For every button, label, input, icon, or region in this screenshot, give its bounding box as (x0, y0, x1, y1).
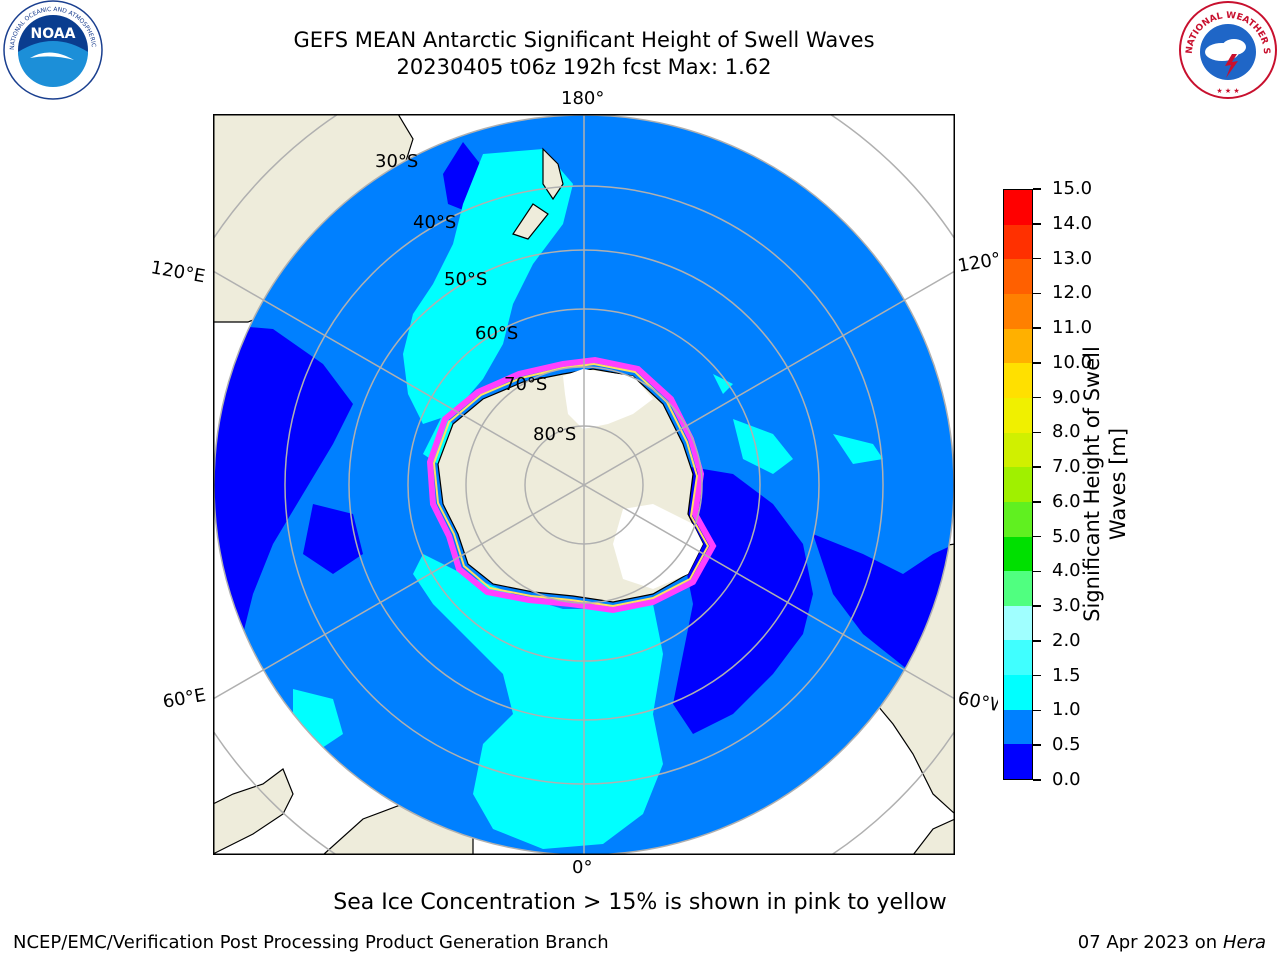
colorbar-tick-label: 0.0 (1052, 769, 1081, 790)
sea-ice-note: Sea Ice Concentration > 15% is shown in … (333, 890, 947, 915)
colorbar-tick-mark (1033, 223, 1041, 225)
svg-text:★ ★ ★: ★ ★ ★ (1216, 87, 1239, 95)
lat-label-50s: 50°S (444, 269, 488, 290)
colorbar-tick-mark (1033, 674, 1041, 677)
lon-label-180: 180° (561, 88, 605, 109)
colorbar-tick-mark (1033, 362, 1041, 364)
colorbar-tick-label: 1.5 (1052, 664, 1081, 686)
colorbar-tick-label: 1.0 (1052, 699, 1081, 721)
lat-label-80s: 80°S (533, 424, 577, 445)
lat-label-40s: 40°S (413, 212, 457, 233)
colorbar-tick-label: 5.0 (1052, 525, 1081, 547)
colorbar-segment (1004, 501, 1032, 537)
lon-label-120e: 120°E (149, 257, 207, 288)
colorbar-tick-label: 9.0 (1052, 386, 1081, 408)
colorbar-tick-mark (1033, 466, 1041, 468)
date-text: 07 Apr 2023 on (1077, 932, 1223, 953)
colorbar-segment (1004, 224, 1032, 260)
colorbar-segment (1004, 190, 1032, 225)
colorbar (1003, 189, 1033, 780)
colorbar-tick-mark (1033, 744, 1041, 746)
colorbar-segment (1004, 744, 1032, 779)
colorbar-tick-mark (1033, 570, 1041, 573)
graticule (213, 114, 955, 855)
chart-title: GEFS MEAN Antarctic Significant Height o… (293, 28, 875, 52)
colorbar-segment (1004, 709, 1032, 745)
colorbar-tick-label: 15.0 (1052, 178, 1093, 199)
lat-label-60s: 60°S (475, 323, 519, 344)
colorbar-tick-mark (1033, 396, 1041, 399)
lon-label-60w: 60°W (956, 688, 998, 718)
colorbar-tick-mark (1033, 501, 1041, 503)
host-name: Hera (1222, 932, 1266, 953)
swell-low-regions (214, 142, 954, 734)
lon-label-120w-wrap: 120°W (956, 250, 998, 284)
ross-ice-shelf (563, 369, 653, 429)
noaa-logo: NATIONAL OCEANIC AND ATMOSPHERIC ADMINIS… (0, 0, 106, 100)
lon-label-60w-wrap: 60°W (956, 684, 998, 718)
colorbar-tick-label: 0.5 (1052, 734, 1081, 756)
colorbar-segment (1004, 675, 1032, 710)
colorbar-tick-label: 12.0 (1052, 282, 1093, 304)
colorbar-segment (1004, 328, 1032, 364)
colorbar-tick-mark (1033, 257, 1041, 260)
colorbar-label: Significant Height of Swell Waves [m] (1080, 346, 1130, 622)
lon-label-120w: 120°W (956, 250, 998, 277)
colorbar-tick-label: 6.0 (1052, 490, 1081, 512)
lat-label-70s: 70°S (504, 374, 548, 395)
colorbar-segment (1004, 294, 1032, 329)
colorbar-tick-mark (1033, 327, 1041, 329)
colorbar-tick-label: 8.0 (1052, 421, 1081, 443)
colorbar-segment (1004, 640, 1032, 676)
colorbar-tick-label: 3.0 (1052, 595, 1081, 617)
date-stamp: 07 Apr 2023 on Hera (1078, 932, 1266, 953)
polar-map (213, 114, 955, 859)
colorbar-tick-label: 10.0 (1052, 351, 1093, 373)
noaa-logo-text: NOAA (31, 26, 76, 42)
lon-label-0: 0° (572, 857, 593, 878)
nws-logo: NATIONAL WEATHER SERVICE ★ ★ ★ (1173, 0, 1280, 100)
colorbar-tick-mark (1033, 535, 1041, 538)
colorbar-segment (1004, 432, 1032, 468)
colorbar-tick-label: 4.0 (1052, 560, 1081, 582)
colorbar-tick-mark (1033, 709, 1041, 712)
colorbar-segment (1004, 259, 1032, 295)
colorbar-tick-label: 7.0 (1052, 456, 1081, 478)
colorbar-tick-mark (1033, 292, 1041, 295)
colorbar-segment (1004, 536, 1032, 572)
colorbar-tick-label: 2.0 (1052, 629, 1081, 651)
colorbar-tick-mark (1033, 779, 1041, 781)
colorbar-tick-mark (1033, 640, 1041, 642)
colorbar-tick-mark (1033, 431, 1041, 434)
colorbar-tick-mark (1033, 605, 1041, 607)
credit-text: NCEP/EMC/Verification Post Processing Pr… (13, 932, 609, 953)
colorbar-tick-mark (1033, 188, 1041, 190)
lat-label-30s: 30°S (375, 151, 419, 172)
colorbar-tick-label: 13.0 (1052, 247, 1093, 269)
weddell-ice-shelf (613, 504, 703, 589)
colorbar-tick-label: 14.0 (1052, 212, 1093, 234)
colorbar-segment (1004, 605, 1032, 641)
lon-label-60e: 60°E (161, 684, 208, 713)
colorbar-segment (1004, 363, 1032, 398)
chart-subtitle: 20230405 t06z 192h fcst Max: 1.62 (396, 55, 772, 79)
colorbar-segment (1004, 571, 1032, 606)
colorbar-tick-label: 11.0 (1052, 317, 1093, 339)
colorbar-segment (1004, 397, 1032, 433)
colorbar-segment (1004, 467, 1032, 502)
map-frame (213, 114, 955, 855)
